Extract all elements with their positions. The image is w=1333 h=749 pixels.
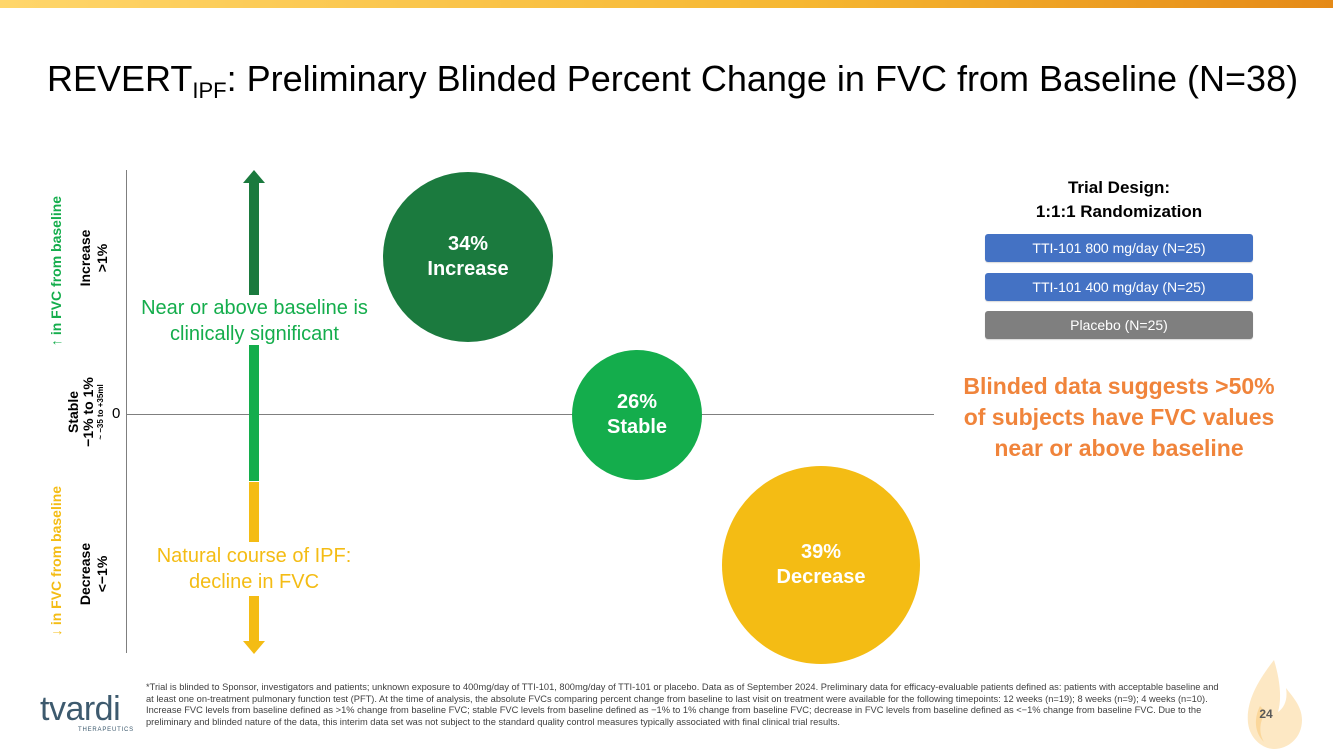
arm-800mg: TTI-101 800 mg/day (N=25) xyxy=(985,234,1253,262)
bubble-decrease-label: Decrease xyxy=(776,566,866,588)
down-arrow-icon xyxy=(243,641,265,654)
stable-ml: ~ −35 to +35ml xyxy=(96,384,105,440)
arm-placebo: Placebo (N=25) xyxy=(985,311,1253,339)
decrease-label: Decrease xyxy=(77,542,93,606)
tvardi-logo: tvardi THERAPEUTICS xyxy=(40,692,140,736)
increase-category-label: Increase >1% xyxy=(77,230,111,287)
trial-design-title-line2: 1:1:1 Randomization xyxy=(1035,202,1203,221)
page-title: REVERTIPF: Preliminary Blinded Percent C… xyxy=(47,58,1299,103)
trial-design-title: Trial Design: 1:1:1 Randomization xyxy=(985,176,1253,224)
bubble-stable-value: 26% xyxy=(616,391,658,413)
bubble-stable-label: Stable xyxy=(606,416,668,438)
up-arrow-icon xyxy=(243,170,265,183)
increase-segment xyxy=(249,182,259,295)
bubble-decrease-value: 39% xyxy=(800,541,842,563)
decrease-range: <−1% xyxy=(94,555,110,593)
decrease-category-label: Decrease <−1% xyxy=(77,543,111,605)
x-axis-baseline xyxy=(126,414,934,415)
upper-side-label: ↑ in FVC from baseline xyxy=(48,195,64,347)
decrease-segment-lower xyxy=(249,596,259,642)
bubble-increase-value: 34% xyxy=(447,233,489,255)
bubble-increase: 34% Increase xyxy=(383,172,553,342)
stable-range: −1% to 1% xyxy=(80,377,96,447)
flame-icon xyxy=(1247,660,1302,749)
zero-label: 0 xyxy=(112,405,121,422)
footnote: *Trial is blinded to Sponsor, investigat… xyxy=(146,682,1219,727)
bubble-stable: 26% Stable xyxy=(572,350,702,480)
bubble-decrease: 39% Decrease xyxy=(722,466,920,664)
y-axis xyxy=(126,170,127,653)
decrease-segment-upper xyxy=(249,482,259,542)
logo-subtitle: THERAPEUTICS xyxy=(78,727,134,733)
bubble-increase-label: Increase xyxy=(427,258,509,280)
increase-range: >1% xyxy=(94,243,110,273)
lower-side-label: ↓ in FVC from baseline xyxy=(48,485,64,637)
increase-label: Increase xyxy=(77,229,93,287)
page-number: 24 xyxy=(1259,707,1273,721)
lower-note: Natural course of IPF: decline in FVC xyxy=(140,543,368,595)
top-accent-bar xyxy=(0,0,1333,8)
stable-segment xyxy=(249,345,259,481)
logo-wordmark: tvardi xyxy=(40,690,121,728)
stable-label: Stable xyxy=(65,390,81,434)
callout-text: Blinded data suggests >50% of subjects h… xyxy=(963,373,1275,461)
upper-note: Near or above baseline is clinically sig… xyxy=(133,295,376,345)
trial-design-title-line1: Trial Design: xyxy=(1067,178,1171,197)
stable-category-label: Stable −1% to 1% ~ −35 to +35ml xyxy=(65,377,106,447)
arm-400mg: TTI-101 400 mg/day (N=25) xyxy=(985,273,1253,301)
